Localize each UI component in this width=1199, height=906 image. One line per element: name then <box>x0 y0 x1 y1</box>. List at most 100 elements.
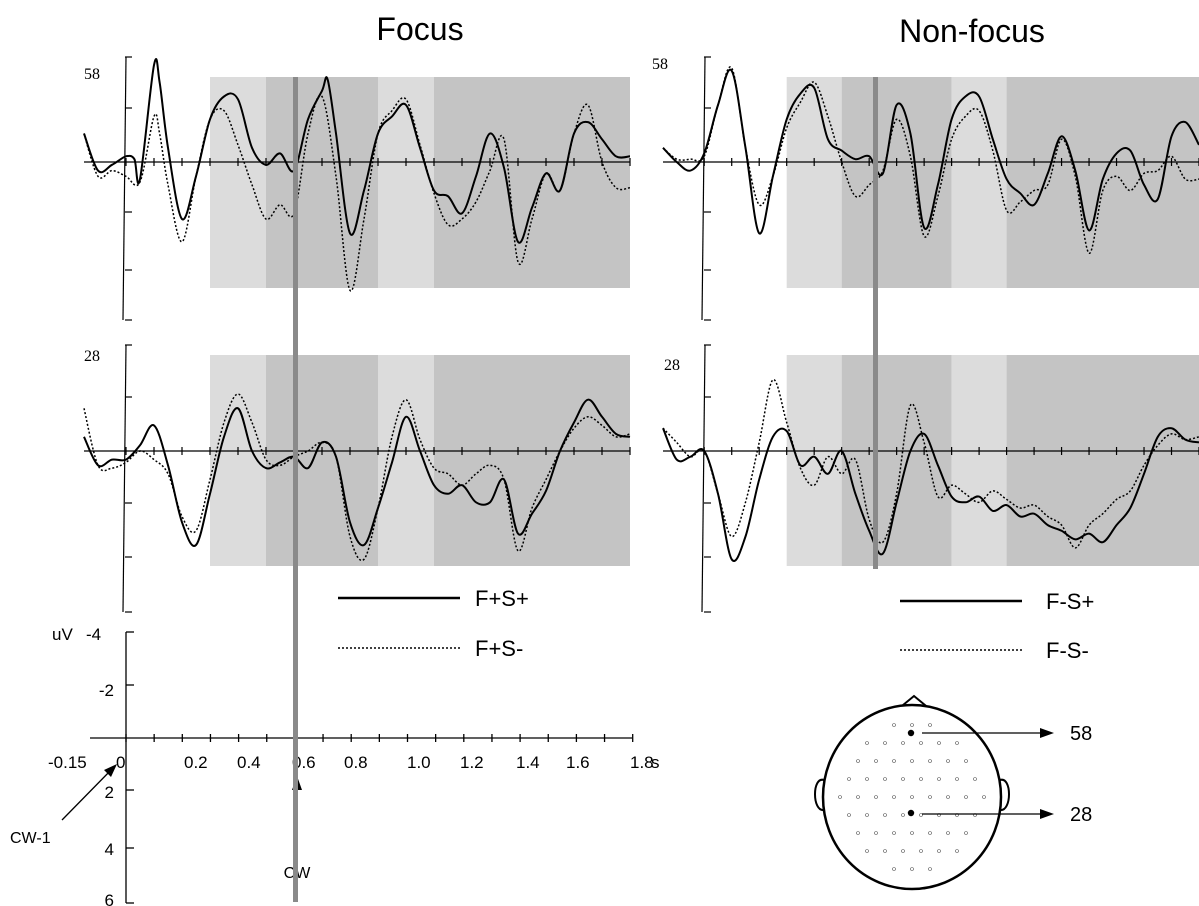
panel-nonfocus-28: 28 <box>662 344 1199 613</box>
electrode-dot <box>865 741 869 745</box>
electrode-dot <box>910 759 914 763</box>
electrode-dot <box>955 741 959 745</box>
electrode-dot <box>946 759 950 763</box>
x-tick-label: 0.4 <box>237 753 261 772</box>
electrode-dot <box>874 759 878 763</box>
electrode-dot <box>856 759 860 763</box>
electrode-dot <box>910 723 914 727</box>
electrode-dot <box>883 741 887 745</box>
electrode-dot <box>865 777 869 781</box>
electrode-dot <box>964 795 968 799</box>
y-tick-label: 2 <box>105 783 114 802</box>
amplitude-axis <box>701 344 706 613</box>
electrode-dot <box>892 759 896 763</box>
nonfocus-title: Non-focus <box>899 13 1045 49</box>
x-tick-label: 0.2 <box>184 753 208 772</box>
electrode-dot <box>928 867 932 871</box>
electrode-dot <box>883 813 887 817</box>
cw-marker-bar <box>293 77 298 902</box>
y-unit-label: uV <box>52 625 73 644</box>
panel-scale-label: 28 <box>664 357 680 374</box>
cw-marker-bar <box>873 77 878 569</box>
electrode-dot <box>910 795 914 799</box>
panel-nonfocus-58: 58 <box>652 56 1199 321</box>
x-tick-label: 0 <box>116 753 125 772</box>
panel-focus-28: 28 <box>83 344 631 613</box>
amplitude-axis <box>122 56 127 321</box>
electrode-dot <box>856 795 860 799</box>
electrode-dot <box>955 849 959 853</box>
trace-dotted <box>83 393 631 562</box>
electrode-dot <box>964 831 968 835</box>
analysis-window <box>434 355 630 566</box>
electrode-dot <box>856 831 860 835</box>
trace-dotted <box>662 66 1199 254</box>
electrode-dot <box>982 795 986 799</box>
electrode-dot <box>937 741 941 745</box>
electrode-28-label: 28 <box>1070 804 1092 826</box>
panel-scale-label: 58 <box>652 56 668 73</box>
electrode-dot <box>838 795 842 799</box>
electrode-28-marker <box>907 809 915 817</box>
legend-label: F-S- <box>1046 638 1089 663</box>
electrode-dot <box>865 849 869 853</box>
electrode-dot <box>883 777 887 781</box>
x-tick-label: 1.4 <box>516 753 540 772</box>
electrode-dot <box>847 777 851 781</box>
electrode-58-label: 58 <box>1070 723 1092 745</box>
electrode-dot <box>892 867 896 871</box>
head-right-ear <box>999 778 1010 811</box>
electrode-dot <box>946 831 950 835</box>
electrode-dot <box>892 795 896 799</box>
electrode-28-arrowhead <box>1040 809 1054 819</box>
electrode-dot <box>937 777 941 781</box>
electrode-dot <box>973 777 977 781</box>
cw-minus-1-arrow-shaft <box>61 767 114 821</box>
analysis-window <box>378 355 434 566</box>
scale-axis: uV -4 -2 2 4 6 -0.15 0 0.2 0.4 0.6 0.8 1.0 1.2 1… <box>48 625 660 906</box>
y-tick-label: 4 <box>105 840 114 859</box>
analysis-window <box>210 77 266 288</box>
x-unit-label: s <box>651 753 660 772</box>
analysis-window <box>786 77 842 288</box>
legend-focus: F+S+ F+S- <box>338 586 529 661</box>
head-left-ear <box>814 778 825 811</box>
electrode-dot <box>901 741 905 745</box>
analysis-window <box>434 77 630 288</box>
trace-dotted <box>662 379 1199 549</box>
legend-label: F-S+ <box>1046 589 1094 614</box>
electrode-dot <box>919 813 923 817</box>
cw-minus-1-label: CW-1 <box>10 830 51 847</box>
electrode-58-arrowhead <box>1040 728 1054 738</box>
electrode-dot <box>901 849 905 853</box>
analysis-window <box>841 77 952 288</box>
electrode-dot <box>946 795 950 799</box>
amplitude-axis <box>122 344 127 613</box>
electrode-dot <box>919 741 923 745</box>
electrode-dot <box>964 759 968 763</box>
electrode-dot <box>910 831 914 835</box>
head-map: 58 28 <box>814 694 1092 891</box>
y-tick-label: 6 <box>105 891 114 906</box>
electrode-dot <box>937 849 941 853</box>
electrode-dot <box>892 831 896 835</box>
x-tick-label: -0.15 <box>48 753 87 772</box>
electrode-dot <box>928 759 932 763</box>
electrode-dot <box>928 723 932 727</box>
analysis-window <box>266 77 378 288</box>
trace-solid <box>662 68 1199 235</box>
electrode-dot <box>901 777 905 781</box>
electrode-dot <box>874 831 878 835</box>
trace-dotted <box>83 94 631 292</box>
electrode-grid <box>838 723 986 871</box>
x-tick-labels: -0.15 0 0.2 0.4 0.6 0.8 1.0 1.2 1.4 1.6 1.8 <box>48 753 654 772</box>
electrode-58-marker <box>907 729 915 737</box>
electrode-dot <box>865 813 869 817</box>
analysis-window <box>1006 355 1199 566</box>
y-tick-label: -2 <box>99 681 114 700</box>
analysis-window <box>841 355 952 566</box>
x-tick-label: 1.6 <box>566 753 590 772</box>
electrode-dot <box>910 867 914 871</box>
trace-solid <box>83 58 631 244</box>
x-tick-label: 0.8 <box>344 753 368 772</box>
